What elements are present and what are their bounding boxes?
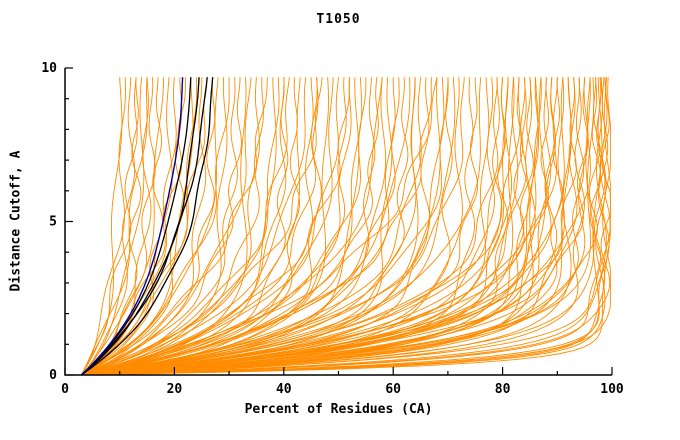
other-model-curves	[81, 77, 432, 376]
other-model-curves	[81, 77, 595, 376]
highlighted-model-curves	[80, 77, 192, 376]
other-model-curves	[81, 77, 339, 376]
x-tick-label: 20	[167, 382, 183, 397]
other-model-curves	[81, 77, 268, 376]
other-model-curves	[81, 77, 585, 376]
other-model-curves	[81, 77, 248, 376]
other-model-curves	[81, 77, 208, 376]
other-model-curves	[81, 77, 383, 376]
other-model-curves	[81, 77, 482, 376]
other-model-curves	[81, 77, 186, 376]
y-tick-label: 5	[49, 215, 57, 230]
other-model-curves	[81, 77, 350, 376]
other-model-curves	[81, 77, 219, 376]
other-model-curves	[81, 77, 600, 376]
other-model-curves	[81, 77, 495, 376]
other-model-curves	[81, 77, 527, 376]
other-model-curves	[81, 77, 453, 376]
y-axis-label: Distance Cutoff, A	[8, 150, 24, 292]
other-model-curves	[81, 77, 277, 376]
other-model-curves	[81, 77, 422, 376]
other-model-curves	[81, 77, 558, 376]
other-model-curves	[81, 77, 396, 376]
other-model-curves	[81, 77, 536, 376]
y-tick-label: 0	[49, 368, 57, 383]
y-tick-label: 10	[41, 61, 57, 76]
other-model-curves	[81, 77, 606, 376]
reference-model-curve	[80, 77, 184, 376]
other-model-curves	[81, 77, 465, 376]
other-model-curves	[81, 77, 506, 376]
other-model-curves	[81, 77, 387, 376]
other-model-curves	[81, 77, 525, 376]
other-model-curves	[81, 77, 552, 376]
other-model-curves	[81, 77, 578, 376]
other-model-curves	[81, 77, 264, 376]
other-model-curves	[81, 77, 318, 376]
other-model-curves	[81, 77, 463, 376]
other-model-curves	[81, 77, 515, 376]
other-model-curves	[81, 77, 490, 376]
other-model-curves	[81, 77, 611, 376]
other-model-curves	[81, 77, 322, 376]
highlighted-model-curves	[80, 77, 208, 376]
other-model-curves	[81, 77, 441, 376]
other-model-curves	[81, 77, 307, 376]
other-model-curves	[81, 77, 409, 376]
other-model-curves	[81, 77, 126, 376]
other-model-curves	[81, 77, 589, 376]
other-model-curves	[81, 77, 419, 376]
other-model-curves	[81, 77, 260, 376]
other-model-curves	[81, 77, 550, 376]
other-model-curves	[81, 77, 611, 376]
other-model-curves	[81, 77, 367, 376]
x-tick-label: 80	[495, 382, 511, 397]
other-model-curves	[81, 77, 352, 376]
other-model-curves	[81, 77, 145, 376]
other-model-curves	[81, 77, 558, 376]
other-model-curves	[81, 77, 238, 376]
other-model-curves	[81, 77, 156, 376]
other-model-curves	[81, 77, 539, 376]
other-model-curves	[81, 77, 329, 376]
other-model-curves	[81, 77, 417, 376]
other-model-curves	[81, 77, 611, 376]
other-model-curves	[81, 77, 164, 376]
other-model-curves	[81, 77, 280, 376]
other-model-curves	[81, 77, 595, 376]
other-model-curves	[81, 77, 456, 376]
x-tick-label: 40	[276, 382, 292, 397]
other-model-curves	[81, 77, 499, 376]
other-model-curves	[81, 77, 547, 376]
other-model-curves	[81, 77, 565, 376]
x-tick-label: 60	[385, 382, 401, 397]
other-model-curves	[81, 77, 503, 376]
x-axis-label: Percent of Residues (CA)	[244, 402, 433, 417]
other-model-curves	[81, 77, 540, 376]
other-model-curves	[81, 77, 290, 376]
highlighted-model-curves	[81, 77, 214, 376]
other-model-curves	[81, 77, 393, 376]
other-model-curves	[81, 77, 289, 376]
other-model-curves	[81, 77, 230, 376]
other-model-curves	[81, 77, 252, 376]
other-model-curves	[81, 77, 148, 376]
other-model-curves	[81, 77, 509, 376]
other-model-curves	[81, 77, 323, 376]
other-model-curves	[81, 77, 301, 376]
other-model-curves	[81, 77, 216, 376]
other-model-curves	[81, 77, 610, 376]
other-model-curves	[81, 77, 449, 376]
other-model-curves	[81, 77, 438, 376]
x-tick-label: 0	[61, 382, 69, 397]
other-model-curves	[81, 77, 589, 376]
other-model-curves	[81, 77, 411, 376]
other-model-curves	[81, 77, 376, 376]
x-tick-label: 100	[600, 382, 624, 397]
other-model-curves	[81, 77, 512, 376]
chart-title: T1050	[316, 12, 361, 27]
other-model-curves	[81, 77, 242, 376]
